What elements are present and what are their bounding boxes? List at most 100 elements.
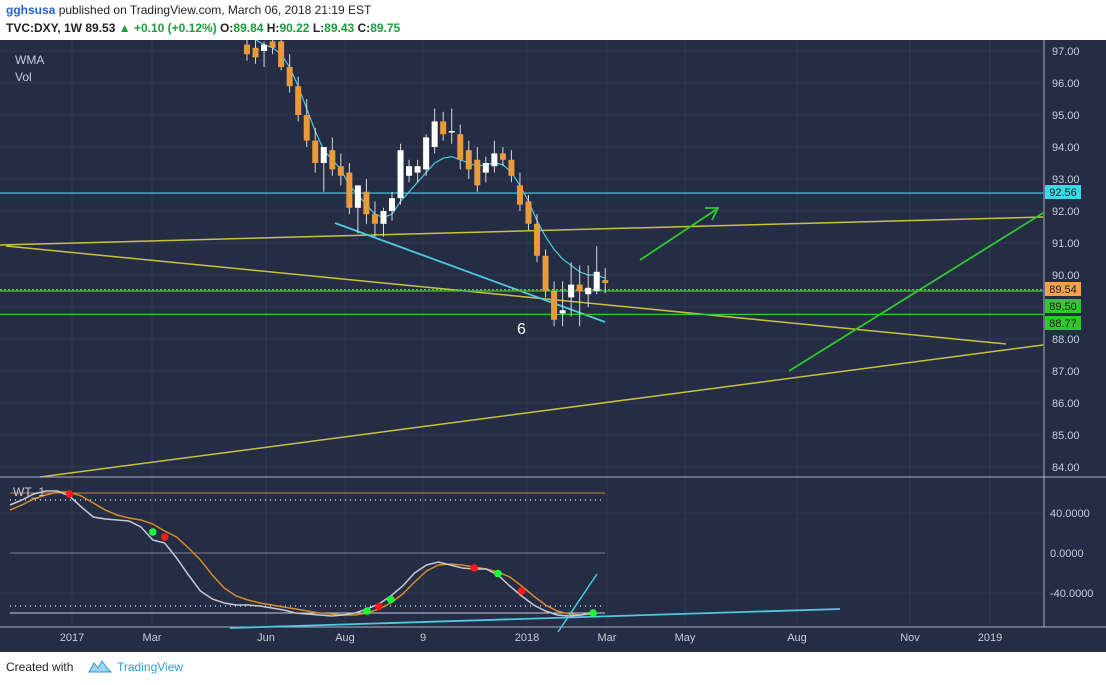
- price-tick-label: 96.00: [1052, 78, 1080, 90]
- symbol-line: TVC:DXY, 1W 89.53 ▲ +0.10 (+0.12%) O:89.…: [6, 21, 400, 35]
- low-label: L:: [312, 21, 325, 35]
- footer: Created with TradingView: [0, 652, 1106, 685]
- level-tag-bg-0: [1045, 185, 1081, 199]
- price-tick-label: 91.00: [1052, 238, 1080, 250]
- candle-19: [406, 159, 413, 183]
- candle-24: [448, 108, 455, 144]
- cross-dot-9: [589, 609, 597, 617]
- candle-13: [354, 185, 361, 234]
- legend-wt1: WT_1: [13, 485, 45, 499]
- price-tick-label: 86.00: [1052, 398, 1080, 410]
- osc-cyan-breakout: [557, 573, 598, 633]
- cross-dot-3: [363, 607, 371, 615]
- price-tick-label: 97.00: [1052, 46, 1080, 58]
- candle-body-23: [440, 121, 447, 135]
- candle-29: [491, 140, 498, 173]
- chart-canvas[interactable]: 97.0096.0095.0094.0093.0092.0091.0090.00…: [0, 40, 1106, 652]
- candle-2: [261, 41, 268, 67]
- price-change: +0.10 (+0.12%): [133, 21, 217, 35]
- candle-16: [380, 207, 387, 237]
- cross-dot-5: [387, 595, 395, 604]
- candle-body-7: [303, 115, 310, 141]
- candle-25: [457, 124, 464, 170]
- time-tick-label: May: [675, 632, 696, 644]
- candle-body-0: [244, 44, 250, 55]
- candle-42: [602, 267, 609, 294]
- green-arrow-1-head: [705, 207, 720, 221]
- candle-20: [414, 159, 421, 183]
- candle-body-38: [568, 284, 575, 298]
- candle-body-19: [406, 166, 413, 176]
- author-name[interactable]: gghsusa: [6, 3, 56, 17]
- osc-tick-label: 40.0000: [1050, 508, 1090, 520]
- cross-dot-2: [160, 533, 169, 541]
- publish-line: gghsusa published on TradingView.com, Ma…: [6, 3, 371, 17]
- time-tick-label: 2019: [978, 632, 1002, 644]
- osc-cyan-trendline: [229, 608, 841, 629]
- candle-15: [371, 201, 378, 237]
- time-tick-label: Mar: [598, 632, 617, 644]
- candle-33: [525, 195, 532, 231]
- annotation-six: 6: [517, 321, 526, 338]
- candle-body-28: [482, 163, 489, 173]
- candle-body-24: [448, 131, 455, 133]
- price-tick-label: 90.00: [1052, 270, 1080, 282]
- cross-dot-1: [149, 528, 157, 536]
- time-tick-label: Nov: [900, 632, 920, 644]
- candle-36: [551, 281, 558, 327]
- level-tag-text-1: 89.54: [1049, 284, 1077, 296]
- high-label: H:: [266, 21, 280, 35]
- candle-body-32: [516, 185, 523, 205]
- candle-32: [516, 172, 523, 211]
- price-tick-label: 88.00: [1052, 334, 1080, 346]
- price-tick-label: 94.00: [1052, 142, 1080, 154]
- level-tag-3: 88.77: [1045, 316, 1081, 330]
- candle-body-21: [423, 137, 430, 170]
- candle-39: [576, 265, 583, 327]
- candle-26: [465, 140, 472, 179]
- candle-body-11: [337, 166, 344, 176]
- last-price: 89.53: [85, 21, 116, 35]
- candle-body-33: [525, 201, 532, 224]
- candle-22: [431, 108, 438, 154]
- level-tag-1: 89.54: [1045, 282, 1081, 296]
- candle-body-41: [593, 271, 600, 291]
- grid: [0, 40, 1043, 627]
- price-tick-label: 95.00: [1052, 110, 1080, 122]
- tradingview-logo-icon: [88, 660, 112, 673]
- candle-9: [320, 147, 327, 192]
- candle-body-29: [491, 153, 498, 167]
- candle-body-10: [329, 150, 336, 170]
- level-tag-0: 92.56: [1045, 185, 1081, 199]
- open-value: 89.84: [233, 21, 264, 35]
- candle-body-8: [312, 140, 319, 163]
- time-tick-label: Aug: [335, 632, 355, 644]
- candle-body-37: [559, 310, 566, 314]
- close-value: 89.75: [370, 21, 401, 35]
- osc-tick-label: 0.0000: [1050, 548, 1084, 560]
- candle-body-27: [474, 159, 481, 186]
- low-value: 89.43: [324, 21, 355, 35]
- candle-23: [440, 111, 447, 141]
- candle-body-4: [278, 41, 285, 67]
- green-arrow-2-shaft: [788, 212, 1044, 372]
- candle-27: [474, 147, 481, 192]
- candle-14: [363, 179, 370, 224]
- candle-body-18: [397, 150, 404, 199]
- yellow-trendline-support: [39, 344, 1044, 478]
- candle-body-20: [414, 166, 421, 173]
- cross-dot-6: [470, 564, 478, 572]
- level-tag-bg-1: [1045, 282, 1081, 296]
- candle-8: [312, 127, 319, 173]
- close-label: C:: [357, 21, 371, 35]
- time-tick-label: Aug: [787, 632, 807, 644]
- candle-body-14: [363, 191, 370, 215]
- candle-body-13: [354, 185, 361, 208]
- candle-0: [244, 40, 250, 61]
- candles: [244, 40, 609, 327]
- candle-41: [593, 246, 600, 295]
- candle-body-42: [602, 280, 609, 283]
- candle-body-16: [380, 211, 387, 224]
- tradingview-link[interactable]: TradingView: [117, 660, 184, 674]
- candle-12: [346, 163, 353, 215]
